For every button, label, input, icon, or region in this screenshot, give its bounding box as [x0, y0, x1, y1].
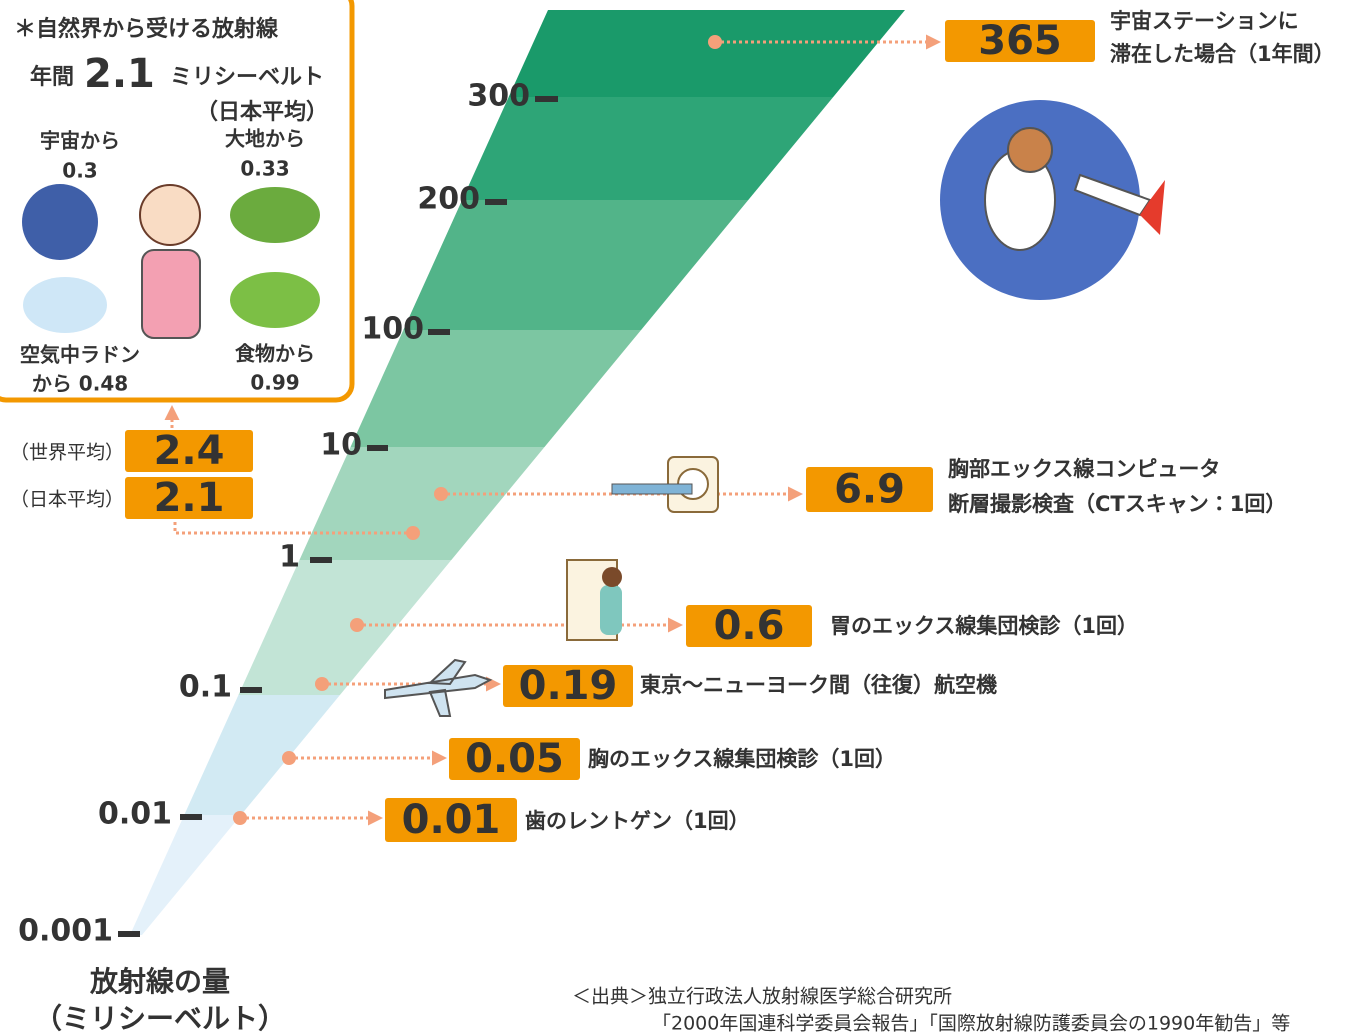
item-value: 0.05 — [465, 736, 564, 782]
tick-label: 300 — [467, 79, 530, 114]
item-value: 0.19 — [519, 663, 618, 709]
infographic: 300 200 100 10 1 0.1 0.01 0.001 放射線の量 （ミリシーベルト） 36… — [0, 0, 1371, 1035]
item-description: 胃のエックス線集団検診（1回） — [830, 614, 1138, 638]
person-body — [142, 250, 200, 338]
item-value: 0.01 — [402, 797, 501, 843]
tick-label: 100 — [361, 312, 424, 347]
item-description: 断層撮影検査（CTスキャン：1回） — [948, 492, 1286, 516]
source-line: ＜出典＞独立行政法人放射線医学総合研究所 — [572, 986, 952, 1008]
source-value: 0.3 — [62, 159, 97, 183]
item-value: 365 — [978, 18, 1062, 64]
average-note: （日本平均） — [10, 489, 124, 511]
tick-label: 1 — [279, 540, 300, 575]
item-description: 滞在した場合（1年間） — [1110, 42, 1335, 66]
tick-label: 10 — [320, 428, 362, 463]
ground-icon — [230, 187, 320, 243]
source-line: 「2000年国連科学委員会報告」「国際放射線防護委員会の1990年勧告」等 — [652, 1013, 1290, 1035]
tick-label: 0.01 — [98, 797, 172, 832]
astronaut-face — [1008, 128, 1052, 172]
patient-head — [602, 567, 622, 587]
box-title: ＊自然界から受ける放射線 — [14, 16, 279, 42]
source-label: 空気中ラドン — [20, 343, 140, 367]
source-value: から 0.48 — [32, 372, 128, 396]
tick-label: 200 — [417, 182, 480, 217]
average-value: 2.1 — [154, 475, 225, 521]
airplane-icon — [385, 660, 490, 716]
source-value: 0.99 — [250, 371, 299, 395]
item-value: 0.6 — [714, 603, 785, 649]
tick-label: 0.1 — [179, 670, 232, 705]
axis-label: （ミリシーベルト） — [34, 1002, 286, 1035]
source-label: 食物から — [235, 342, 315, 366]
source-label: 大地から — [225, 127, 305, 151]
annual-unit: ミリシーベルト — [170, 65, 324, 90]
source-value: 0.33 — [240, 157, 289, 181]
person-head — [140, 185, 200, 245]
average-note: （世界平均） — [10, 442, 124, 464]
ct-bed — [612, 484, 692, 494]
item-description: 歯のレントゲン（1回） — [525, 809, 750, 833]
annual-note: （日本平均） — [196, 99, 328, 125]
annual-prefix: 年間 — [30, 64, 74, 90]
space-icon — [22, 184, 98, 260]
source-label: 宇宙から — [40, 129, 120, 153]
air-icon — [23, 277, 107, 333]
annual-value: 2.1 — [84, 51, 155, 97]
tick-label: 0.001 — [18, 914, 113, 949]
patient — [600, 585, 622, 635]
item-description: 東京～ニューヨーク間（往復）航空機 — [640, 673, 997, 697]
average-value: 2.4 — [154, 428, 225, 474]
item-description: 胸部エックス線コンピュータ — [948, 457, 1220, 481]
item-value: 6.9 — [834, 467, 905, 513]
item-description: 胸のエックス線集団検診（1回） — [588, 747, 896, 771]
food-icon — [230, 272, 320, 328]
axis-label: 放射線の量 — [89, 965, 230, 998]
item-description: 宇宙ステーションに — [1110, 9, 1299, 33]
